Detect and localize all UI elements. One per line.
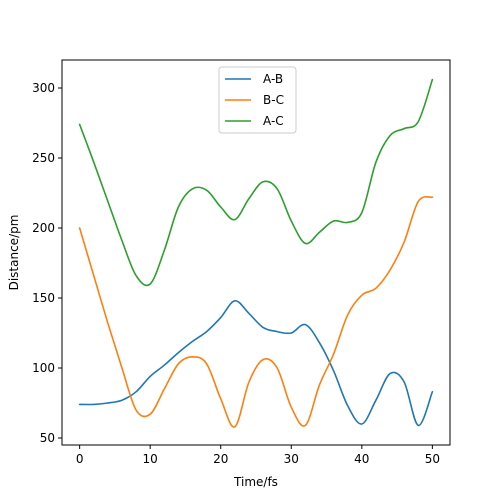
y-tick-label: 300: [32, 81, 55, 95]
plot-area-frame: [61, 59, 451, 446]
series-line-b-c: [78, 195, 434, 428]
legend: A-B B-C A-C: [218, 66, 297, 134]
x-axis: 0 10 20 30 40 50: [76, 445, 440, 466]
x-tick-label: 10: [143, 452, 158, 466]
y-tick-label: 200: [32, 221, 55, 235]
y-tick-label: 50: [40, 431, 55, 445]
legend-label: A-C: [263, 114, 284, 128]
legend-label: B-C: [263, 93, 284, 107]
legend-label: A-B: [263, 72, 283, 86]
x-tick-label: 40: [354, 452, 369, 466]
x-tick-label: 0: [76, 452, 84, 466]
y-tick-label: 100: [32, 361, 55, 375]
x-tick-label: 50: [425, 452, 440, 466]
y-axis-label: Distance/pm: [7, 215, 21, 291]
series-lines: [78, 78, 434, 428]
x-tick-label: 30: [284, 452, 299, 466]
series-line-a-b: [78, 300, 434, 427]
legend-box: [218, 66, 297, 134]
y-axis: 50 100 150 200 250 300: [32, 81, 62, 445]
series-line-a-c: [78, 78, 434, 287]
y-tick-label: 150: [32, 291, 55, 305]
x-tick-label: 20: [213, 452, 228, 466]
y-tick-label: 250: [32, 151, 55, 165]
x-axis-label: Time/fs: [233, 475, 278, 489]
